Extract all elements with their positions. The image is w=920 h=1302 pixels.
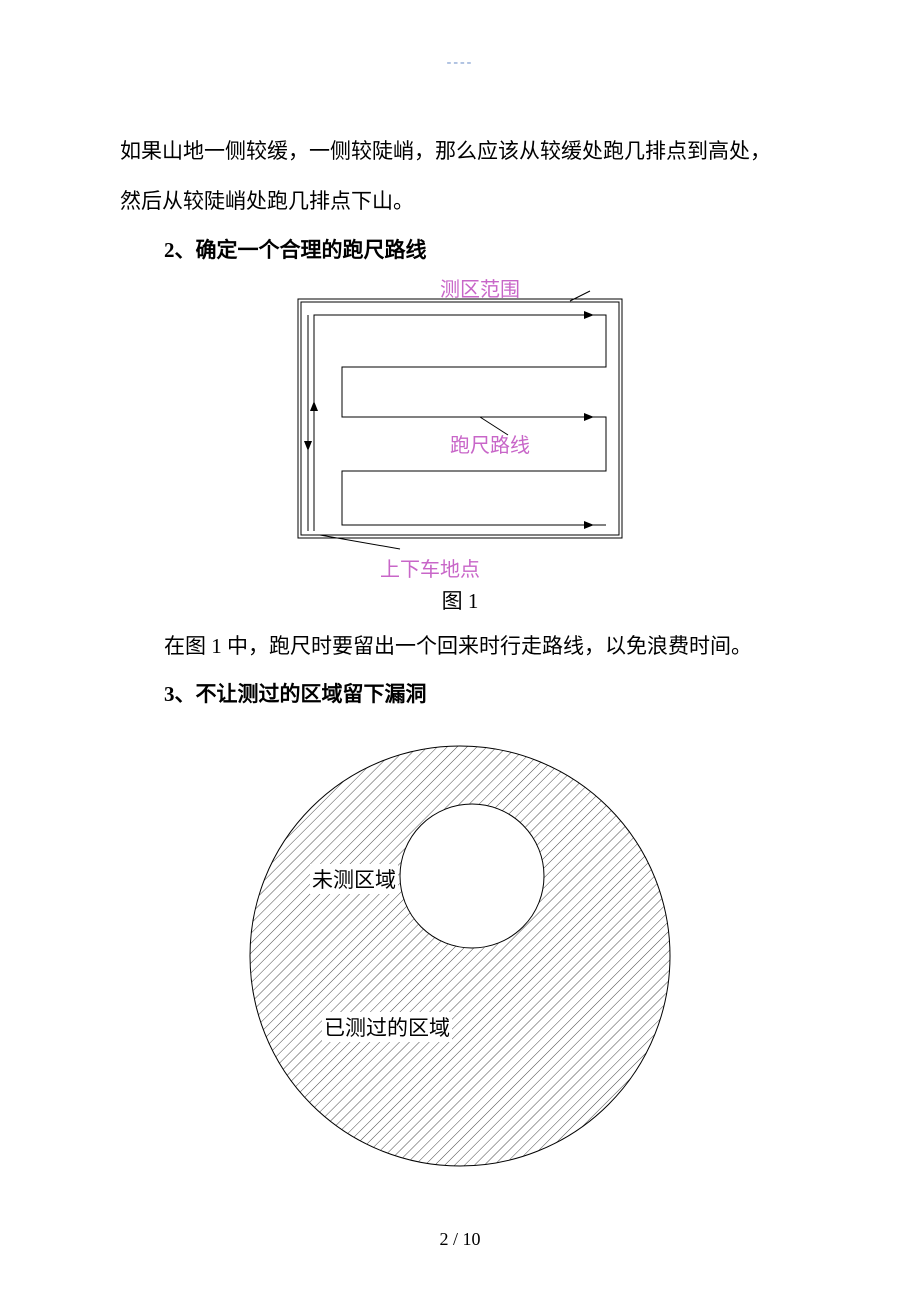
page-total: 10: [463, 1229, 481, 1249]
paragraph-1-line-2: 然后从较陡峭处跑几排点下山。: [120, 176, 800, 226]
page-footer: 2 / 10: [439, 1229, 480, 1250]
heading-2: 2、确定一个合理的跑尺路线: [120, 227, 800, 273]
label-pickup: 上下车地点: [380, 553, 480, 582]
heading-3: 3、不让测过的区域留下漏洞: [120, 671, 800, 717]
figure-1-caption: 图 1: [120, 585, 800, 615]
label-unmeasured: 未测区域: [310, 864, 398, 894]
figure-1-svg: [280, 281, 640, 551]
figure-2: 未测区域 已测过的区域: [120, 736, 800, 1176]
page-content: 如果山地一侧较缓，一侧较陡峭，那么应该从较缓处跑几排点到高处， 然后从较陡峭处跑…: [0, 0, 920, 1176]
label-measured: 已测过的区域: [322, 1012, 452, 1042]
paragraph-2: 在图 1 中，跑尺时要留出一个回来时行走路线，以免浪费时间。: [120, 621, 800, 671]
label-survey-area: 测区范围: [440, 273, 520, 302]
label-route: 跑尺路线: [450, 429, 530, 458]
figure-1: 测区范围: [120, 281, 800, 615]
figure-2-svg: [240, 736, 680, 1176]
page-sep: /: [448, 1229, 462, 1249]
page-number: 2: [439, 1229, 448, 1249]
header-mark: ----: [447, 55, 474, 71]
paragraph-1-line-1: 如果山地一侧较缓，一侧较陡峭，那么应该从较缓处跑几排点到高处，: [120, 126, 800, 176]
